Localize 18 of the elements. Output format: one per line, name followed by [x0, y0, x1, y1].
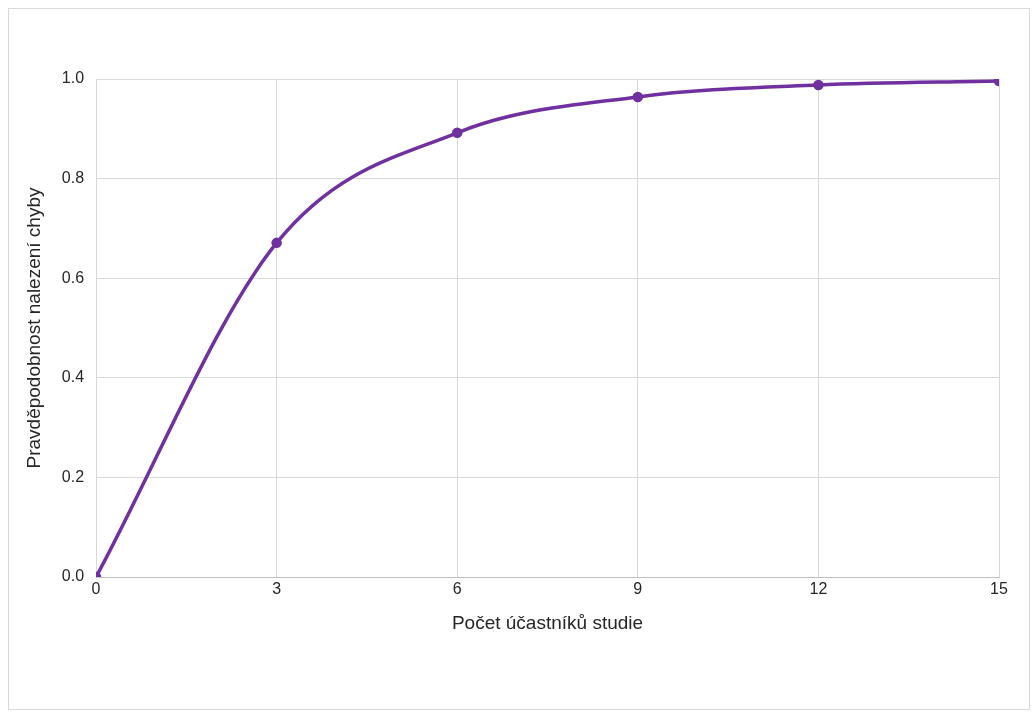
x-tick-label: 15 [990, 580, 1008, 598]
x-tick-label: 9 [633, 580, 643, 598]
point [632, 91, 644, 103]
x-tick-label: 6 [452, 580, 462, 598]
y-tick-label: 1.0 [61, 69, 85, 87]
point [813, 79, 824, 91]
x-axis-title: Počet účastníků studie [451, 611, 644, 633]
x-tick-label: 12 [809, 580, 828, 598]
point [451, 127, 463, 139]
y-tick-label: 0.4 [61, 368, 85, 386]
y-axis-title: Pravděpodobnost nalezení chyby [22, 187, 44, 469]
x-tick-label: 3 [272, 580, 282, 598]
y-tick-label: 0.6 [61, 268, 85, 286]
y-tick-label: 0.8 [61, 169, 85, 187]
x-tick-label: 0 [91, 580, 101, 598]
y-tick-label: 0.2 [61, 467, 85, 485]
point [271, 237, 282, 249]
y-tick-label: 0.0 [61, 567, 85, 585]
